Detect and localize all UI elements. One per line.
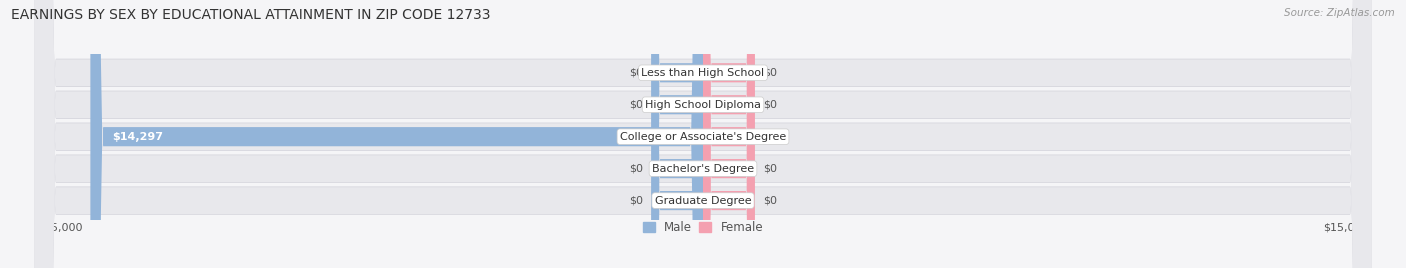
FancyBboxPatch shape bbox=[35, 0, 1371, 268]
FancyBboxPatch shape bbox=[90, 0, 703, 268]
FancyBboxPatch shape bbox=[35, 0, 1371, 268]
Text: Source: ZipAtlas.com: Source: ZipAtlas.com bbox=[1284, 8, 1395, 18]
FancyBboxPatch shape bbox=[651, 0, 703, 268]
Legend: Male, Female: Male, Female bbox=[638, 216, 768, 239]
FancyBboxPatch shape bbox=[651, 0, 703, 268]
Text: Bachelor's Degree: Bachelor's Degree bbox=[652, 164, 754, 174]
Text: Graduate Degree: Graduate Degree bbox=[655, 196, 751, 206]
Text: $0: $0 bbox=[628, 164, 643, 174]
FancyBboxPatch shape bbox=[651, 0, 703, 268]
FancyBboxPatch shape bbox=[35, 0, 1371, 268]
Text: $0: $0 bbox=[763, 100, 778, 110]
Text: EARNINGS BY SEX BY EDUCATIONAL ATTAINMENT IN ZIP CODE 12733: EARNINGS BY SEX BY EDUCATIONAL ATTAINMEN… bbox=[11, 8, 491, 22]
Text: $0: $0 bbox=[763, 164, 778, 174]
FancyBboxPatch shape bbox=[35, 0, 1371, 268]
FancyBboxPatch shape bbox=[703, 0, 755, 268]
Text: $0: $0 bbox=[628, 68, 643, 78]
FancyBboxPatch shape bbox=[35, 0, 1371, 268]
FancyBboxPatch shape bbox=[651, 0, 703, 268]
Text: $0: $0 bbox=[763, 132, 778, 142]
Text: Less than High School: Less than High School bbox=[641, 68, 765, 78]
FancyBboxPatch shape bbox=[35, 0, 1371, 268]
Text: $0: $0 bbox=[763, 68, 778, 78]
FancyBboxPatch shape bbox=[35, 0, 1371, 268]
Text: $0: $0 bbox=[763, 196, 778, 206]
FancyBboxPatch shape bbox=[35, 0, 1371, 268]
Text: $0: $0 bbox=[628, 196, 643, 206]
FancyBboxPatch shape bbox=[703, 0, 755, 268]
Text: $0: $0 bbox=[628, 100, 643, 110]
Text: College or Associate's Degree: College or Associate's Degree bbox=[620, 132, 786, 142]
FancyBboxPatch shape bbox=[703, 0, 755, 268]
Text: $14,297: $14,297 bbox=[112, 132, 163, 142]
FancyBboxPatch shape bbox=[35, 0, 1371, 268]
FancyBboxPatch shape bbox=[35, 0, 1371, 268]
FancyBboxPatch shape bbox=[703, 0, 755, 268]
FancyBboxPatch shape bbox=[703, 0, 755, 268]
Text: High School Diploma: High School Diploma bbox=[645, 100, 761, 110]
